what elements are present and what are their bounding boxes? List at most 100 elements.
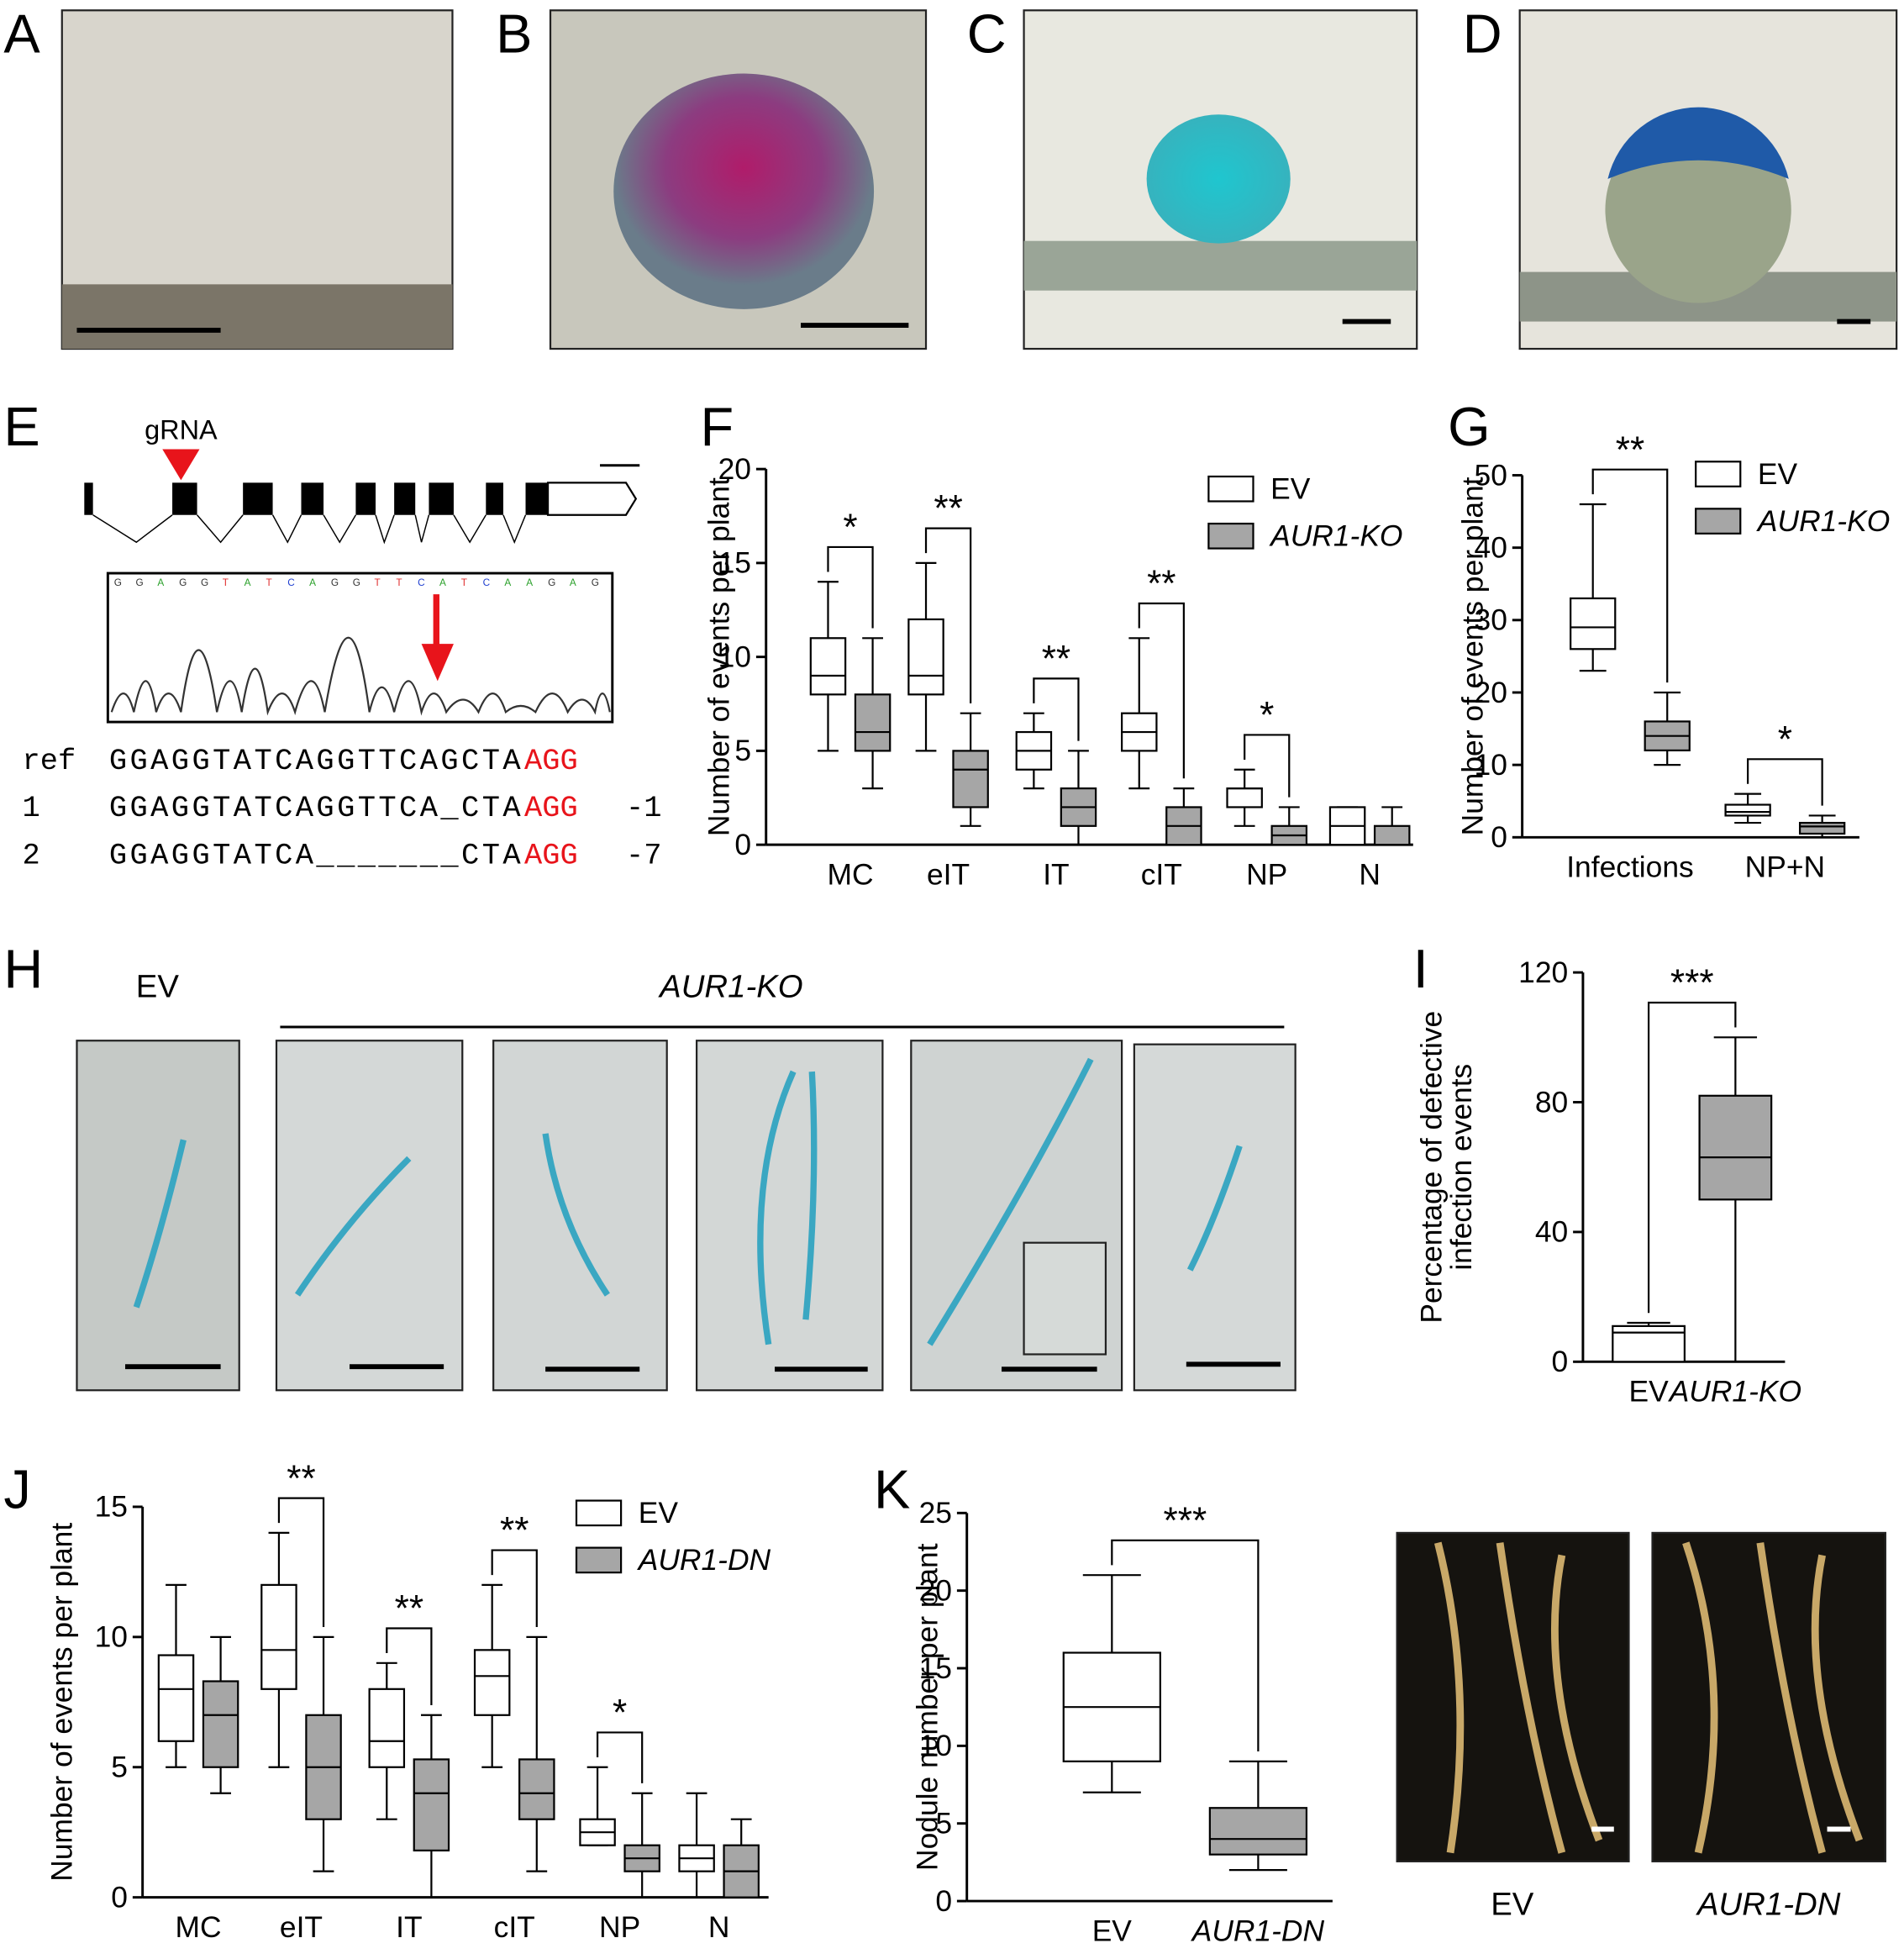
box: [1612, 1324, 1686, 1363]
photo-d-stain: [1607, 107, 1789, 179]
box: [413, 1758, 450, 1851]
row-id: 2: [23, 839, 40, 872]
box: [952, 750, 989, 808]
y-tick-label: 0: [111, 1880, 128, 1914]
sig-bracket: [491, 1549, 538, 1628]
photo-h1: [76, 1040, 240, 1392]
y-tick-label: 50: [1475, 458, 1507, 492]
y-tick-label: 5: [935, 1807, 952, 1841]
y-axis-label: Number of events per plant: [45, 1523, 79, 1882]
x-tick-label: NP: [599, 1910, 640, 1944]
photo-label: EV: [1491, 1886, 1534, 1922]
infection-thread: [1186, 1145, 1243, 1272]
base-call: G: [331, 577, 339, 588]
panel-letter: E: [3, 396, 39, 457]
x-tick-label: eIT: [927, 857, 970, 891]
root: [1434, 1541, 1603, 1854]
x-tick-label: AUR1-DN: [1191, 1914, 1325, 1947]
sig-bracket: [1033, 677, 1080, 741]
legend-label: AUR1-KO: [1756, 504, 1890, 538]
box: [368, 1688, 406, 1768]
base-call: C: [287, 577, 295, 588]
exon: [301, 482, 324, 515]
x-tick-label: cIT: [494, 1910, 535, 1944]
sequence: GGAGGTATCAGGTTCAGCTA: [109, 745, 522, 778]
exon: [355, 482, 376, 515]
x-tick-label: cIT: [1141, 857, 1182, 891]
y-tick-label: 0: [935, 1884, 952, 1918]
x-tick-label: EV: [1092, 1914, 1133, 1947]
y-axis-label: infection events: [1444, 1064, 1478, 1271]
sig-bracket: [1747, 758, 1823, 806]
y-tick-label: 80: [1535, 1085, 1568, 1119]
infection-thread: [133, 1139, 187, 1309]
panel-letter: D: [1463, 3, 1502, 64]
infection-thread: [294, 1156, 412, 1297]
h-ev-label: EV: [136, 969, 180, 1005]
x-tick-label: EV: [1628, 1375, 1669, 1409]
box: [1724, 803, 1771, 817]
base-call: A: [245, 577, 251, 588]
legend-swatch: [1695, 461, 1742, 487]
sig-bracket: [1111, 1539, 1260, 1752]
box: [809, 637, 847, 696]
box: [1570, 597, 1617, 650]
sig-label: *: [843, 507, 857, 548]
y-tick-label: 20: [1475, 676, 1507, 709]
x-tick-label: NP: [1246, 857, 1287, 891]
x-tick-label: MC: [828, 857, 874, 891]
base-call: A: [309, 577, 316, 588]
sig-label: **: [934, 488, 962, 529]
sig-bracket: [827, 545, 874, 629]
y-tick-label: 15: [718, 546, 751, 580]
panel-letter: H: [3, 938, 43, 999]
base-call: A: [504, 577, 511, 588]
y-tick-label: 120: [1518, 956, 1568, 989]
legend-label: AUR1-DN: [637, 1543, 771, 1577]
box: [907, 618, 944, 696]
base-call: A: [157, 577, 164, 588]
panel-letter: G: [1448, 396, 1491, 457]
y-tick-label: 30: [1475, 603, 1507, 637]
x-tick-label: AUR1-KO: [1668, 1375, 1801, 1409]
gene-model: [84, 449, 640, 724]
exon: [429, 482, 454, 515]
sig-label: **: [395, 1588, 423, 1630]
sig-bracket: [1591, 468, 1669, 683]
box: [1373, 824, 1411, 846]
box: [518, 1758, 555, 1820]
base-call: A: [570, 577, 576, 588]
sig-label: **: [287, 1458, 315, 1499]
y-axis-label: Number of events per plant: [1455, 477, 1489, 835]
exon: [172, 482, 197, 515]
infection-thread: [757, 1070, 818, 1345]
base-call: T: [223, 577, 229, 588]
legend-label: EV: [639, 1496, 679, 1530]
panel-letter: J: [3, 1458, 30, 1519]
panel-letter: B: [496, 3, 532, 64]
panel-letter: I: [1413, 938, 1428, 999]
intron: [92, 514, 527, 545]
sig-label: **: [1042, 639, 1070, 680]
sig-label: ***: [1670, 962, 1714, 1003]
sequence: GGAGGTATCAGGTTCA_CTA: [109, 792, 522, 825]
panel-letter: F: [701, 396, 734, 457]
infection-thread: [542, 1133, 610, 1297]
box: [1208, 1807, 1308, 1856]
y-tick-label: 20: [919, 1573, 952, 1607]
sig-bracket: [1647, 1001, 1737, 1314]
y-tick-label: 5: [734, 734, 751, 767]
legend-swatch: [1695, 508, 1742, 535]
photo-c-root: [1023, 240, 1417, 291]
x-tick-label: NP+N: [1745, 850, 1825, 884]
x-tick-label: IT: [396, 1910, 422, 1944]
pam: AGG: [524, 745, 578, 778]
sig-label: **: [1616, 429, 1644, 471]
sig-bracket: [1138, 602, 1185, 779]
box: [157, 1654, 195, 1742]
base-call: G: [548, 577, 555, 588]
indel-size: -1: [626, 792, 661, 825]
legend-swatch: [575, 1499, 623, 1527]
sig-label: *: [1260, 695, 1274, 736]
sig-label: ***: [1164, 1500, 1207, 1541]
